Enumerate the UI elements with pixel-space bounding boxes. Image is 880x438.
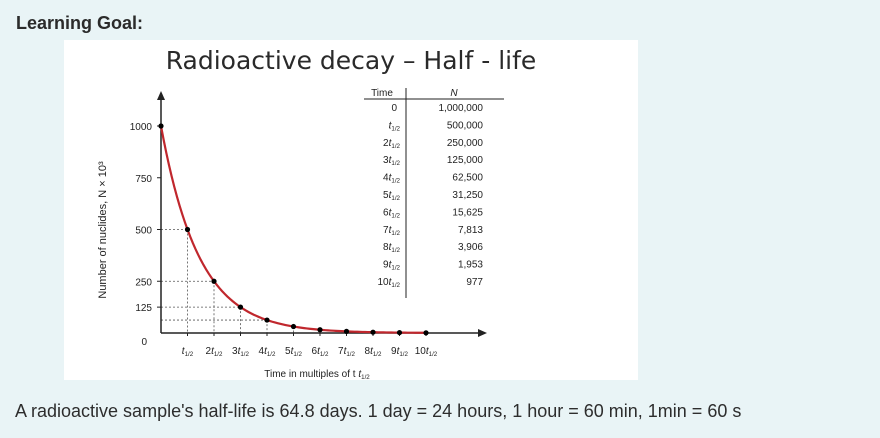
half-life-figure: Radioactive decay – Half - life 0 125 250 5… [64,40,638,380]
table-time-cell: 7t1/2 [383,225,401,237]
x-tick-label: 10t1/2 [415,346,438,358]
figure-title: Radioactive decay – Half - life [165,46,537,75]
x-tick-label: 8t1/2 [365,346,383,358]
y-tick-label: 1000 [130,122,153,133]
x-tick-label: 9t1/2 [391,346,409,358]
table-time-cell: 3t1/2 [383,155,401,167]
x-tick-label: 4t1/2 [259,346,277,358]
data-point [264,317,270,323]
data-point [396,329,403,336]
y-tick-label: 750 [135,174,152,185]
data-point [211,278,217,284]
table-time-cell: 2t1/2 [383,138,401,150]
problem-statement: A radioactive sample's half-life is 64.8… [15,401,742,421]
table-header-n: N [450,88,458,99]
table-time-cell: 4t1/2 [383,173,401,185]
table-n-cell: 62,500 [452,173,483,184]
x-tick-label: 3t1/2 [232,346,250,358]
table-time-cell: t1/2 [389,120,401,132]
table-n-cell: 1,000,000 [439,103,484,114]
table-time-cell: 6t1/2 [383,207,401,219]
y-axis-label: Number of nuclides, N × 10³ [97,161,109,299]
y-tick-label: 500 [135,226,152,237]
table-n-cell: 250,000 [447,138,484,149]
y-tick-label: 250 [135,277,152,288]
data-point [343,328,350,334]
data-point [423,330,429,336]
x-tick-label: 6t1/2 [312,346,330,358]
table-n-cell: 31,250 [452,190,483,201]
data-point [317,327,323,333]
data-point [237,304,244,310]
table-time-cell: 8t1/2 [383,242,401,254]
table-header-time: Time [371,88,393,99]
table-n-cell: 125,000 [447,155,484,166]
x-tick-label: t1/2 [182,346,194,358]
x-axis-arrow [478,329,487,337]
x-tick-label: 2t1/2 [206,346,224,358]
decay-chart: 0 125 250 500 750 1000 t1/2 2t1/2 3t1/2 4t1/2 5t1/… [97,88,504,380]
y-tick-label: 125 [135,303,152,314]
table-time-cell: 9t1/2 [383,260,401,272]
table-time-cell: 5t1/2 [383,190,401,202]
data-point [290,323,297,330]
x-axis-label: Time in multiples of t t1/2 [264,369,370,380]
y-axis-arrow [157,91,165,100]
table-n-cell: 7,813 [458,225,483,236]
y-tick-label: 0 [141,337,147,348]
table-n-cell: 977 [466,277,483,288]
table-time-cell: 0 [391,103,397,114]
x-tick-label: 5t1/2 [285,346,303,358]
data-point [184,226,191,233]
learning-goal-heading: Learning Goal: [16,13,144,33]
data-point [158,123,164,129]
x-tick-label: 7t1/2 [338,346,356,358]
table-n-cell: 500,000 [447,120,484,131]
table-n-cell: 1,953 [458,260,483,271]
table-time-cell: 10t1/2 [377,277,400,289]
data-point [370,329,376,335]
table-n-cell: 3,906 [458,242,483,253]
table-n-cell: 15,625 [452,207,483,218]
